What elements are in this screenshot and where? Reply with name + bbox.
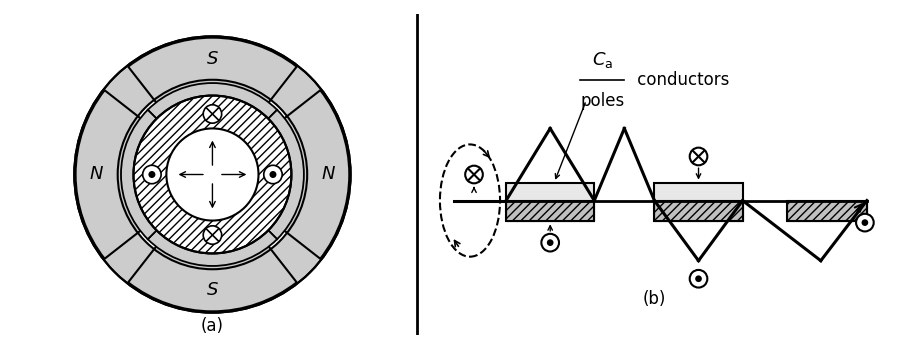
Circle shape xyxy=(855,214,872,231)
Circle shape xyxy=(203,105,221,123)
Bar xyxy=(506,201,593,221)
Circle shape xyxy=(203,226,221,244)
Text: poles: poles xyxy=(580,91,624,110)
Bar xyxy=(786,201,866,221)
Wedge shape xyxy=(147,83,277,121)
Circle shape xyxy=(74,36,350,313)
Bar xyxy=(506,183,593,201)
Circle shape xyxy=(117,80,307,269)
Bar xyxy=(654,183,741,201)
Wedge shape xyxy=(128,38,296,104)
Wedge shape xyxy=(265,110,303,239)
Circle shape xyxy=(148,171,155,178)
Text: conductors: conductors xyxy=(632,71,729,89)
Circle shape xyxy=(546,239,553,246)
Circle shape xyxy=(264,165,282,184)
Text: (a): (a) xyxy=(200,317,224,335)
Text: N: N xyxy=(321,165,335,184)
Bar xyxy=(506,201,593,221)
Circle shape xyxy=(143,165,161,184)
Wedge shape xyxy=(76,90,142,259)
Wedge shape xyxy=(147,228,277,266)
Wedge shape xyxy=(128,245,296,311)
Circle shape xyxy=(861,219,867,226)
Text: $C_\mathrm{a}$: $C_\mathrm{a}$ xyxy=(591,50,612,70)
Circle shape xyxy=(689,148,706,165)
Circle shape xyxy=(134,96,291,253)
Bar xyxy=(654,201,741,221)
Bar xyxy=(654,201,741,221)
Circle shape xyxy=(269,171,276,178)
Text: S: S xyxy=(207,50,218,68)
Text: S: S xyxy=(207,281,218,299)
Text: N: N xyxy=(89,165,103,184)
Circle shape xyxy=(694,275,701,282)
Circle shape xyxy=(541,234,558,252)
Wedge shape xyxy=(283,90,349,259)
Circle shape xyxy=(689,270,706,288)
Text: (b): (b) xyxy=(642,290,666,308)
Circle shape xyxy=(465,166,482,183)
Bar xyxy=(786,201,866,221)
Wedge shape xyxy=(121,110,159,239)
Circle shape xyxy=(166,128,258,221)
